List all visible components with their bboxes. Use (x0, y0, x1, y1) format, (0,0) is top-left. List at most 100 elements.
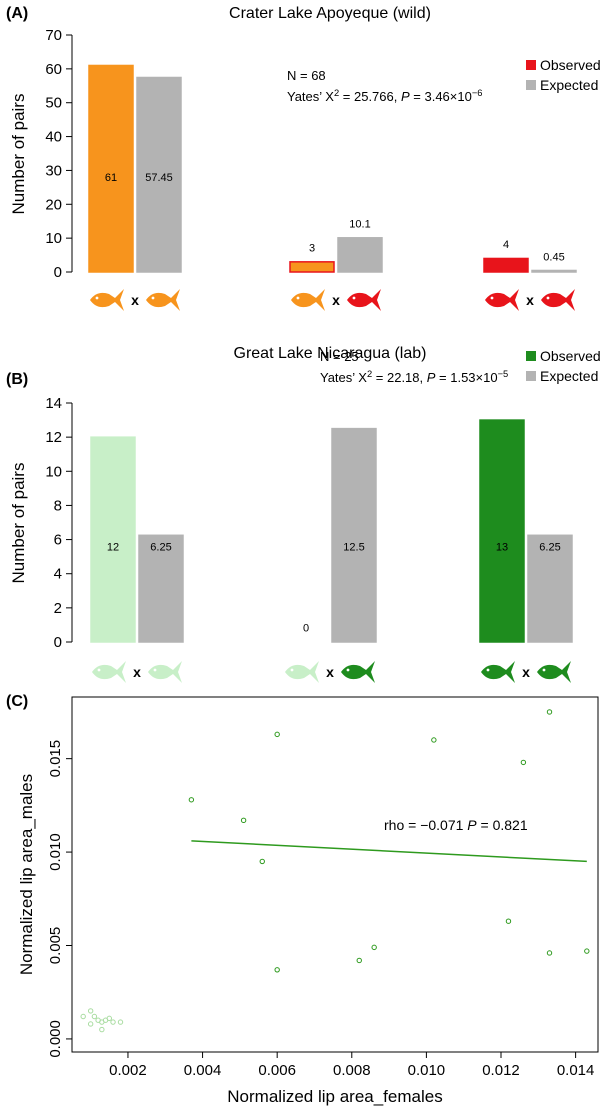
fish-icon (347, 289, 381, 311)
stat-part: = 3.46×10 (410, 89, 472, 104)
value-label: 61 (105, 172, 117, 184)
fit-line (191, 841, 586, 862)
y-tick-label: 10 (45, 230, 62, 247)
fish-icon (90, 289, 124, 311)
panel-label: (A) (6, 5, 28, 22)
panel-label: (C) (6, 693, 28, 710)
y-tick-label: 0.010 (47, 833, 64, 871)
fish-icon (291, 289, 325, 311)
scatter-point (585, 949, 589, 953)
fish-eye (152, 297, 155, 300)
bar (91, 437, 135, 642)
value-label: 13 (496, 541, 508, 553)
fish-eye (353, 297, 356, 300)
annotation: N = 25 (320, 349, 359, 364)
legend-label: Observed (540, 57, 601, 73)
y-tick-label: 30 (45, 162, 62, 179)
icon-separator: x (332, 292, 340, 308)
bar (532, 270, 576, 272)
x-tick-label: 0.012 (482, 1062, 520, 1079)
y-tick-label: 8 (54, 497, 62, 514)
scatter-point (547, 710, 551, 714)
stat-annotation: Yates’ X2 = 22.18, P = 1.53×10−5 (320, 369, 508, 385)
scatter-point (88, 1022, 92, 1026)
x-axis-label: Normalized lip area_females (227, 1087, 442, 1106)
legend-label: Expected (540, 77, 598, 93)
fish-eye (491, 297, 494, 300)
legend-swatch (526, 351, 536, 361)
y-tick-label: 0 (54, 264, 62, 281)
plot-frame (72, 697, 598, 1052)
value-label: 0.45 (543, 251, 564, 263)
fish-eye (487, 669, 490, 672)
y-tick-label: 0.015 (47, 740, 64, 778)
panel-label: (B) (6, 371, 28, 388)
scatter-point (92, 1014, 96, 1018)
value-label: 4 (503, 239, 509, 251)
fish-eye (96, 297, 99, 300)
scatter-point (118, 1020, 122, 1024)
scatter-point (521, 760, 525, 764)
value-label: 12.5 (343, 541, 364, 553)
scatter-point (547, 951, 551, 955)
y-tick-label: 70 (45, 27, 62, 44)
fish-icon (146, 289, 180, 311)
figure: (A)Crater Lake Apoyeque (wild)Number of … (0, 0, 609, 1107)
fish-eye (297, 297, 300, 300)
fish-eye (154, 669, 157, 672)
fish-eye (291, 669, 294, 672)
value-label: 6.25 (539, 541, 560, 553)
legend-label: Observed (540, 348, 601, 364)
y-axis-label: Number of pairs (9, 463, 28, 584)
icon-separator: x (133, 664, 141, 680)
stat-annotation: Yates’ X2 = 25.766, P = 3.46×10−6 (287, 88, 482, 104)
scatter-point (107, 1016, 111, 1020)
scatter-point (88, 1009, 92, 1013)
y-tick-label: 0.000 (47, 1020, 64, 1058)
scatter-point (100, 1027, 104, 1031)
stat-part: P (427, 370, 436, 385)
icon-separator: x (522, 664, 530, 680)
scatter-point (189, 798, 193, 802)
stat-part: Yates’ X (287, 89, 334, 104)
x-tick-label: 0.010 (408, 1062, 446, 1079)
fish-icon (485, 289, 519, 311)
icon-separator: x (526, 292, 534, 308)
bar (290, 262, 334, 272)
bar (89, 65, 133, 272)
y-tick-label: 14 (45, 395, 62, 412)
scatter-point (275, 732, 279, 736)
scatter-point (111, 1020, 115, 1024)
scatter-point (357, 958, 361, 962)
y-tick-label: 0 (54, 634, 62, 651)
stat-annotation: rho = −0.071 P = 0.821 (384, 817, 528, 833)
y-axis-label: Number of pairs (9, 94, 28, 215)
scatter-point (275, 968, 279, 972)
y-tick-label: 0.005 (47, 927, 64, 965)
y-tick-label: 60 (45, 61, 62, 78)
x-tick-label: 0.008 (333, 1062, 371, 1079)
y-tick-label: 10 (45, 463, 62, 480)
scatter-point (241, 818, 245, 822)
value-label: 10.1 (349, 219, 370, 231)
stat-part: P (401, 89, 410, 104)
y-tick-label: 4 (54, 566, 62, 583)
x-tick-label: 0.006 (258, 1062, 296, 1079)
fish-icon (541, 289, 575, 311)
icon-separator: x (131, 292, 139, 308)
value-label: 6.25 (150, 541, 171, 553)
y-tick-label: 12 (45, 429, 62, 446)
scatter-point (81, 1014, 85, 1018)
stat-part: = 22.18, (372, 370, 427, 385)
stat-part: −5 (498, 369, 509, 379)
fish-icon (148, 661, 182, 683)
scatter-point (432, 738, 436, 742)
x-tick-label: 0.014 (557, 1062, 595, 1079)
legend-label: Expected (540, 368, 598, 384)
stat-part: Yates’ X (320, 370, 367, 385)
stat-part: rho = −0.071 (384, 817, 467, 833)
page: (A)Crater Lake Apoyeque (wild)Number of … (0, 0, 609, 1107)
icon-separator: x (326, 664, 334, 680)
scatter-point (260, 859, 264, 863)
bar (338, 238, 382, 272)
